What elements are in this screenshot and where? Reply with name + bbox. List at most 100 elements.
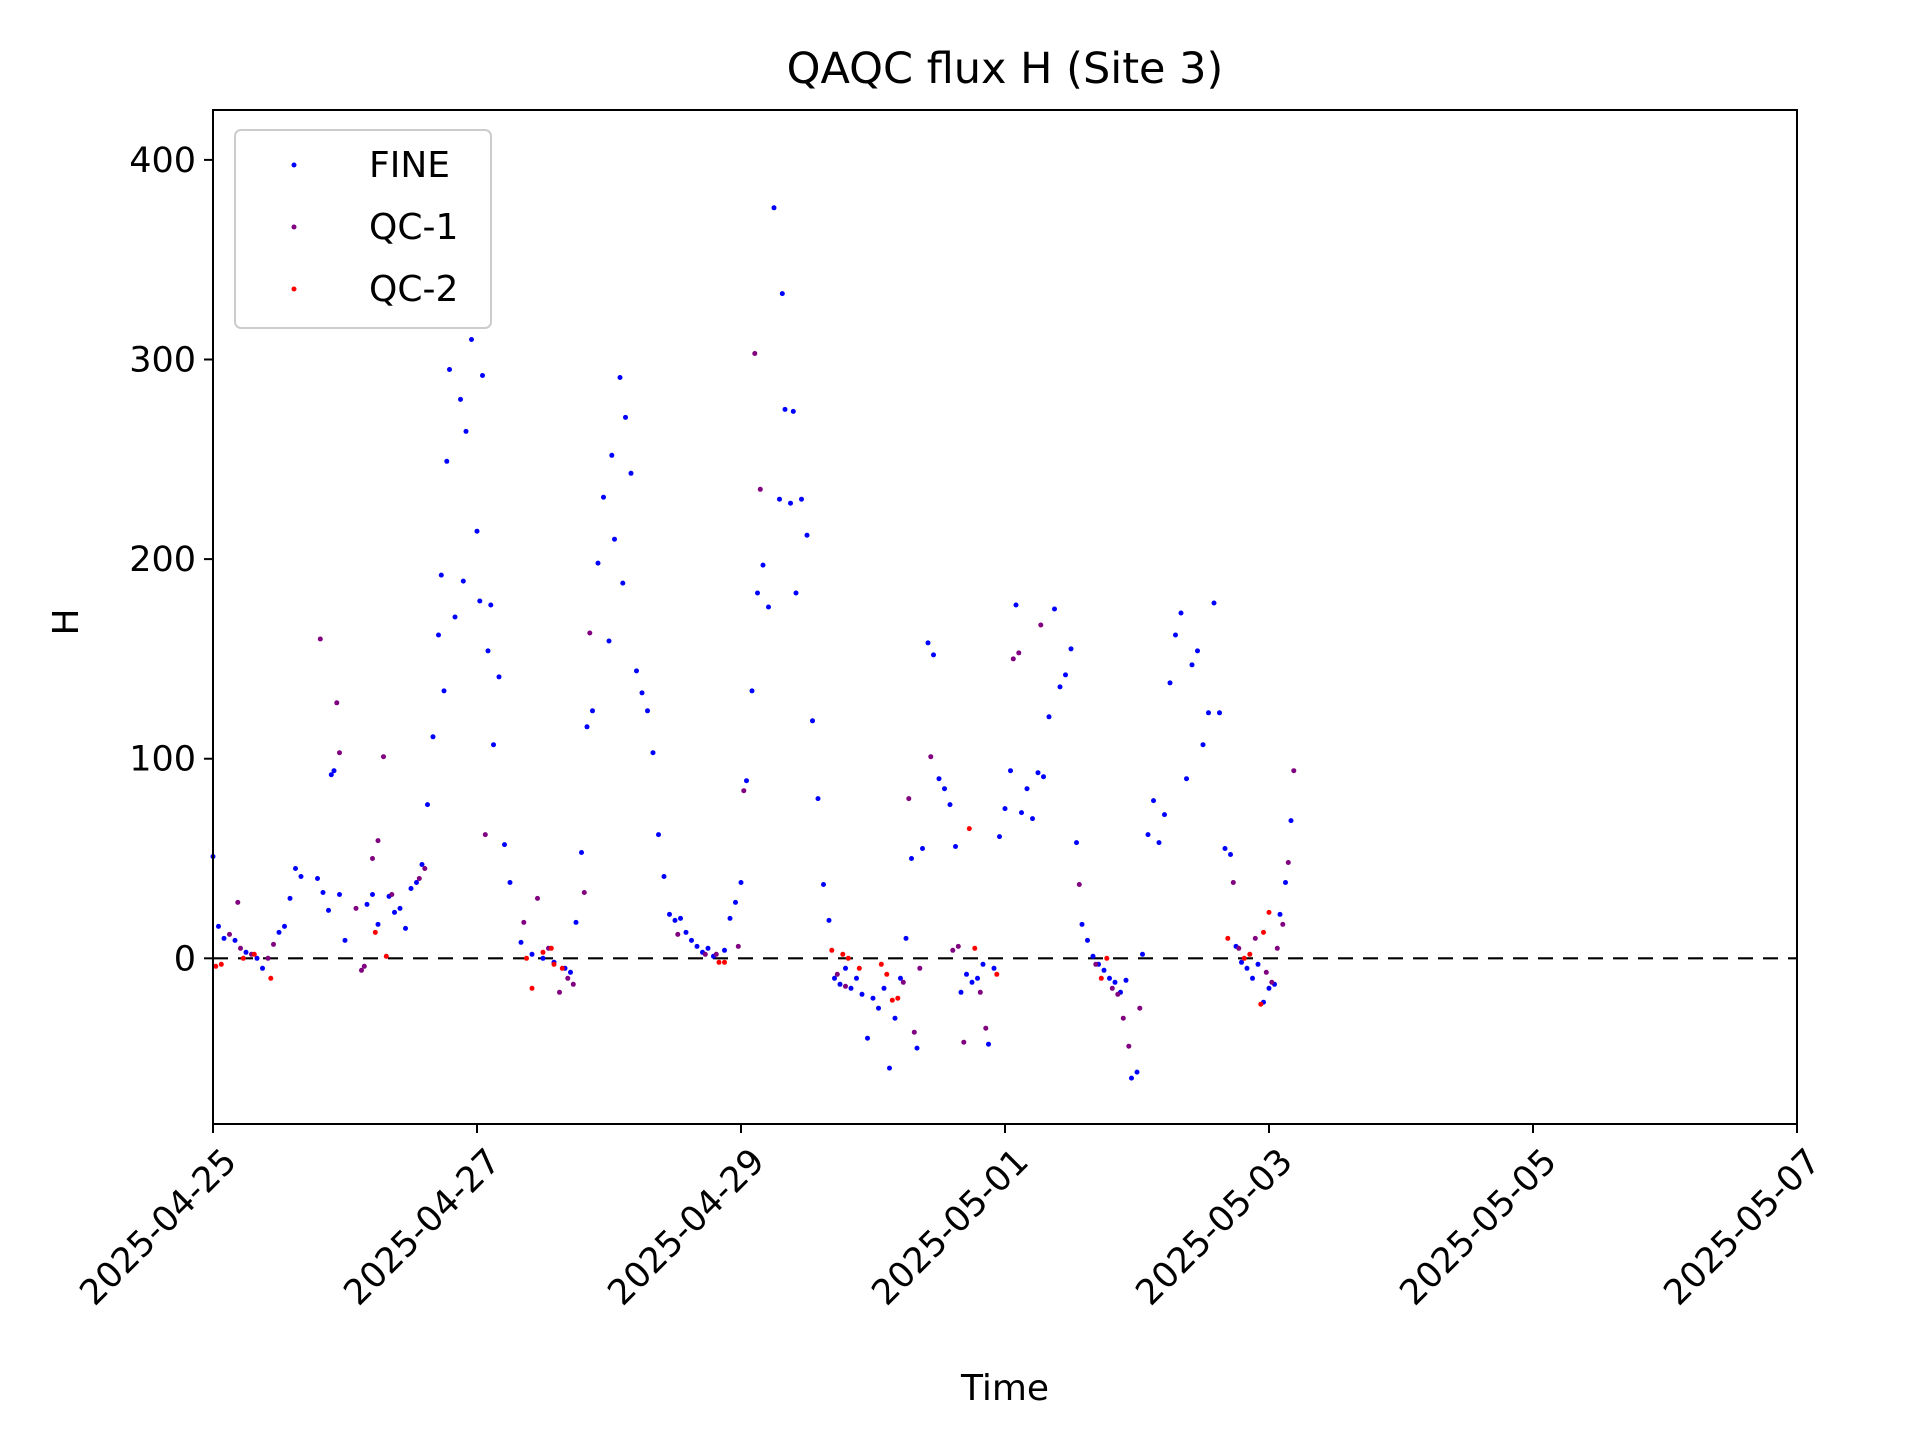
data-point xyxy=(422,866,428,871)
x-tick-label: 2025-05-01 xyxy=(865,1141,1037,1313)
data-point xyxy=(1129,1075,1134,1081)
data-point xyxy=(950,947,956,953)
data-point xyxy=(1230,880,1236,885)
data-point xyxy=(1291,768,1297,774)
data-point xyxy=(460,578,466,584)
y-tick-label: 300 xyxy=(129,341,196,381)
data-point xyxy=(788,500,793,506)
data-point xyxy=(859,991,865,997)
data-point xyxy=(606,638,612,644)
data-point xyxy=(1137,1005,1143,1011)
x-axis: 2025-04-25 2025-04-27 2025-04-29 2025-05-01… xyxy=(73,1124,1829,1314)
data-point xyxy=(1184,776,1189,782)
data-point xyxy=(917,965,923,971)
data-point xyxy=(551,961,557,967)
data-point xyxy=(392,909,397,915)
data-point xyxy=(661,874,667,879)
data-point xyxy=(920,846,925,851)
data-point xyxy=(1288,818,1294,824)
data-point xyxy=(777,496,782,502)
data-point xyxy=(953,844,958,849)
data-point xyxy=(1101,967,1107,973)
data-point xyxy=(821,882,826,887)
data-point xyxy=(240,955,246,961)
data-point xyxy=(845,955,851,961)
plot-area xyxy=(210,205,1797,1081)
data-point xyxy=(815,796,821,802)
data-point xyxy=(975,975,980,981)
data-point xyxy=(1206,710,1211,716)
data-point xyxy=(419,862,425,867)
data-point xyxy=(524,955,529,961)
data-point xyxy=(986,1041,991,1047)
data-point xyxy=(997,834,1002,840)
data-point xyxy=(507,880,513,885)
data-point xyxy=(218,961,224,967)
data-point xyxy=(491,742,496,748)
data-point xyxy=(397,905,403,911)
data-point xyxy=(609,452,615,458)
data-point xyxy=(741,788,747,794)
data-point xyxy=(235,899,241,905)
data-point xyxy=(1200,742,1206,748)
data-point xyxy=(1285,860,1291,865)
data-point xyxy=(689,937,694,943)
data-point xyxy=(1247,951,1253,957)
data-point xyxy=(678,915,683,921)
data-point xyxy=(1030,816,1035,822)
data-point xyxy=(416,876,422,881)
data-point xyxy=(364,901,370,907)
data-point xyxy=(436,632,441,638)
data-point xyxy=(936,776,942,782)
data-point xyxy=(799,496,804,502)
data-point xyxy=(1217,710,1222,716)
data-point xyxy=(568,969,573,975)
data-point xyxy=(1222,846,1228,851)
data-point xyxy=(955,943,961,949)
data-point xyxy=(903,935,909,941)
data-point xyxy=(590,708,595,714)
data-point xyxy=(565,975,571,981)
y-tick-label: 400 xyxy=(129,141,196,181)
data-point xyxy=(1085,937,1090,943)
data-point xyxy=(1266,985,1272,991)
data-point xyxy=(909,856,914,861)
data-point xyxy=(430,734,436,740)
data-point xyxy=(298,874,304,879)
data-point xyxy=(570,981,576,987)
data-point xyxy=(425,802,430,808)
data-point xyxy=(1225,935,1231,941)
data-point xyxy=(1266,909,1272,915)
legend-label-fine: FINE xyxy=(369,145,450,186)
data-point xyxy=(331,768,337,774)
data-point xyxy=(980,961,986,967)
data-point xyxy=(370,856,375,861)
data-point xyxy=(573,919,579,925)
data-point xyxy=(213,963,219,969)
data-point xyxy=(1109,985,1115,991)
x-axis-title: Time xyxy=(960,1368,1049,1409)
data-point xyxy=(447,367,452,372)
data-point xyxy=(837,981,843,987)
data-point xyxy=(911,1029,917,1035)
data-point xyxy=(1016,650,1022,656)
data-point xyxy=(667,911,672,917)
data-point xyxy=(865,1035,870,1041)
data-point xyxy=(727,915,733,921)
data-point xyxy=(994,971,1000,977)
data-point xyxy=(502,842,507,848)
data-point xyxy=(1098,975,1104,981)
data-point xyxy=(1239,959,1244,965)
data-point xyxy=(749,688,755,694)
data-point xyxy=(854,975,859,981)
data-point xyxy=(1167,680,1173,686)
data-point xyxy=(1140,951,1145,957)
data-point xyxy=(639,690,645,696)
data-point xyxy=(782,406,788,412)
chart-title: QAQC flux H (Site 3) xyxy=(787,44,1224,94)
data-point xyxy=(452,614,458,620)
data-point xyxy=(942,786,947,792)
x-tick-label: 2025-05-05 xyxy=(1393,1141,1565,1313)
data-point xyxy=(895,995,901,1001)
legend-label-qc2: QC-2 xyxy=(369,269,458,310)
